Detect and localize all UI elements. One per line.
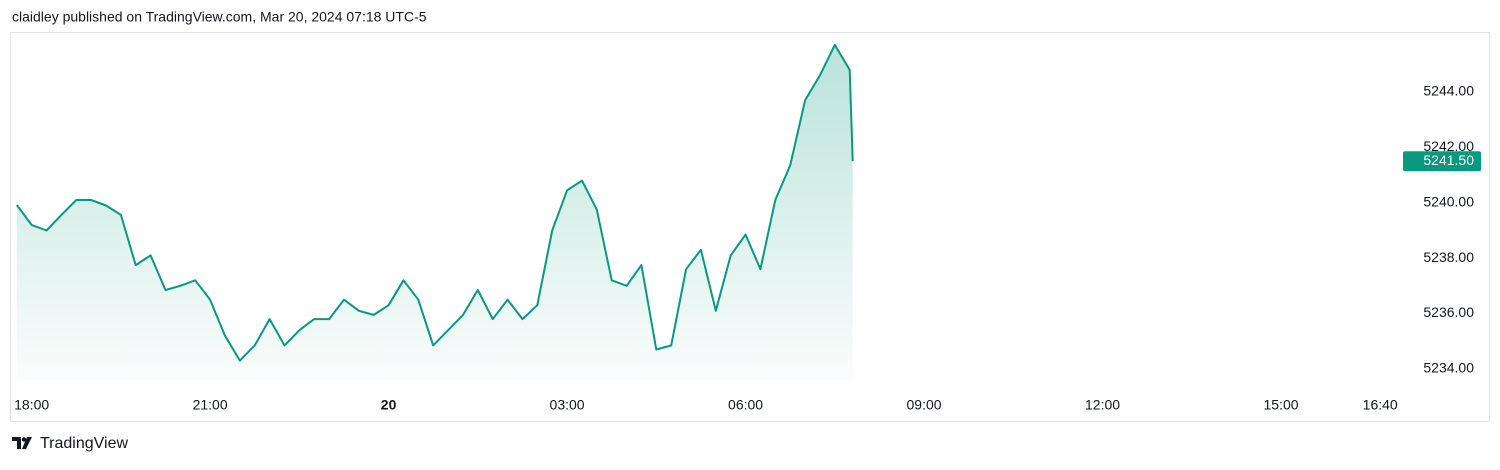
x-tick-label: 09:00	[907, 397, 942, 413]
x-tick-label: 21:00	[193, 397, 228, 413]
x-tick-label: 16:40	[1363, 397, 1398, 413]
last-price-label: 5241.50	[1423, 152, 1474, 168]
area-fill	[16, 44, 853, 381]
y-tick-label: 5234.00	[1423, 360, 1474, 376]
y-tick-label: 5242.00	[1423, 138, 1474, 154]
chart-frame	[10, 32, 1490, 422]
last-price-tag	[1403, 151, 1481, 172]
x-tick-label: 03:00	[550, 397, 585, 413]
x-tick-label: 06:00	[728, 397, 763, 413]
brand: TradingView	[40, 435, 128, 452]
y-tick-label: 5240.00	[1423, 193, 1474, 209]
header: claidley published on TradingView.com, M…	[12, 9, 427, 25]
x-tick-label: 18:00	[14, 397, 49, 413]
logo	[12, 437, 32, 449]
x-tick-label: 20	[381, 397, 397, 413]
y-tick-label: 5236.00	[1423, 304, 1474, 320]
price-line	[15, 43, 854, 362]
y-tick-label: 5238.00	[1423, 249, 1474, 265]
x-tick-label: 12:00	[1085, 397, 1120, 413]
y-tick-label: 5244.00	[1423, 83, 1474, 99]
x-tick-label: 15:00	[1263, 397, 1298, 413]
